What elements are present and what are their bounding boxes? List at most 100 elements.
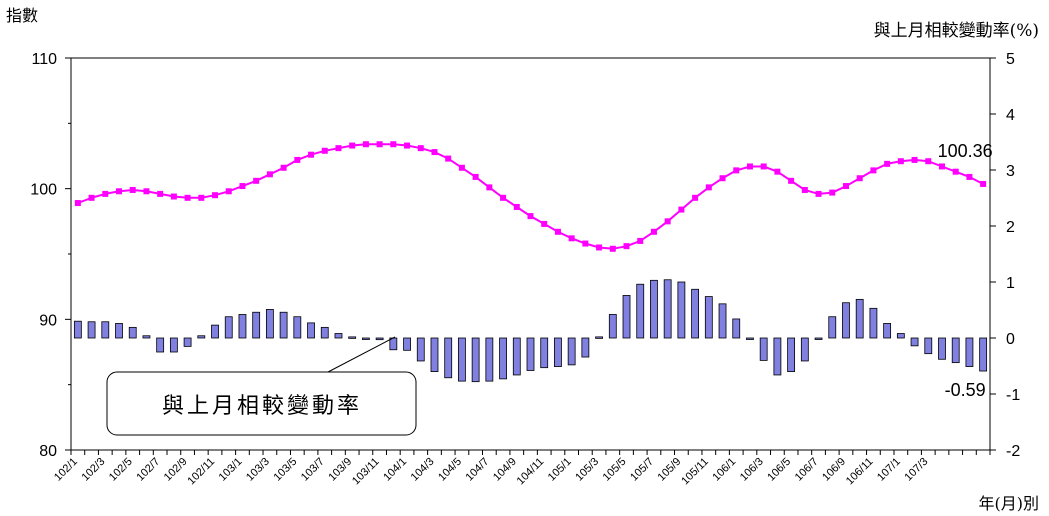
bar: [896, 333, 905, 339]
right-tick-label: 2: [1006, 219, 1015, 236]
line-marker: [266, 171, 273, 178]
right-tick-label: 3: [1006, 163, 1015, 180]
line-marker: [596, 244, 603, 251]
line-marker: [486, 184, 493, 191]
bar: [581, 337, 590, 358]
bar: [444, 337, 453, 379]
line-marker: [143, 188, 150, 195]
bar: [608, 314, 617, 339]
line-marker: [280, 164, 287, 171]
line-marker: [239, 183, 246, 190]
bar: [855, 298, 864, 339]
bar: [622, 295, 631, 339]
left-tick-label: 100: [30, 182, 57, 199]
bar: [595, 336, 603, 339]
bar: [650, 279, 658, 339]
bar: [663, 279, 672, 339]
line-marker: [554, 228, 561, 235]
line-marker: [294, 156, 301, 163]
right-tick-label: 0: [1006, 331, 1015, 348]
line-marker: [692, 194, 699, 201]
line-marker: [678, 206, 685, 213]
line-marker: [664, 218, 671, 225]
bar: [101, 321, 110, 339]
bar: [73, 320, 82, 339]
bar: [211, 324, 219, 339]
x-tick-label: 104/11: [515, 456, 547, 488]
line-marker: [74, 200, 81, 207]
x-tick-label: 104/1: [381, 456, 409, 484]
bar: [499, 337, 507, 380]
line-marker: [431, 149, 438, 156]
line-marker: [774, 168, 781, 175]
right-tick-label: 5: [1006, 51, 1015, 68]
data-label: -0.59: [945, 380, 986, 400]
bar: [924, 337, 933, 355]
line-marker: [582, 240, 589, 247]
x-tick-label: 102/3: [79, 456, 107, 484]
bar: [869, 307, 878, 339]
line-marker: [445, 155, 452, 162]
bar: [567, 337, 576, 366]
line-marker: [390, 141, 397, 148]
line-marker: [527, 213, 534, 220]
bar: [252, 311, 261, 339]
x-tick-label: 103/1: [217, 456, 245, 484]
line-marker: [650, 228, 657, 235]
x-tick-label: 102/5: [107, 456, 135, 484]
x-tick-label: 105/7: [628, 456, 656, 484]
line-marker: [966, 173, 973, 180]
right-tick-label: 1: [1006, 275, 1015, 292]
bar: [403, 337, 411, 351]
bar: [183, 337, 192, 347]
bar: [293, 316, 302, 339]
x-tick-label: 102/7: [134, 456, 162, 484]
line-marker: [623, 243, 630, 250]
line-marker: [980, 180, 987, 187]
bar: [842, 302, 850, 339]
line-marker: [170, 193, 177, 200]
left-axis-title: 指數: [6, 6, 39, 25]
line-marker: [568, 235, 575, 242]
x-unit-label: 年(月)別: [978, 494, 1040, 513]
line-marker: [938, 163, 945, 170]
bar: [430, 337, 439, 372]
bar: [979, 337, 988, 372]
bar: [320, 326, 329, 339]
line-marker: [637, 237, 644, 244]
x-tick-label: 105/11: [679, 456, 711, 488]
left-tick-label: 90: [39, 312, 57, 329]
bar: [732, 318, 741, 339]
bar: [554, 337, 562, 367]
bar: [485, 337, 494, 382]
line-marker: [129, 186, 136, 193]
bar: [773, 337, 782, 376]
line-marker: [116, 188, 123, 195]
bar: [362, 337, 370, 340]
bar: [910, 337, 919, 347]
bar: [224, 316, 233, 339]
line-marker: [417, 145, 424, 152]
bar: [800, 337, 809, 362]
x-tick-label: 106/1: [710, 456, 738, 484]
line-marker: [102, 190, 109, 197]
bar: [197, 335, 206, 339]
x-tick-label: 103/7: [299, 456, 327, 484]
right-tick-label: 4: [1006, 107, 1015, 124]
bar: [787, 337, 796, 372]
bar: [883, 323, 892, 339]
bar: [691, 288, 699, 339]
x-tick-label: 104/5: [436, 456, 464, 484]
line-marker: [801, 186, 808, 193]
x-tick-label: 104/7: [464, 456, 492, 484]
bar: [458, 337, 466, 382]
bar: [965, 337, 974, 367]
line-marker: [500, 194, 507, 201]
right-tick-label: -1: [1006, 387, 1020, 404]
bar: [375, 337, 384, 341]
bar: [636, 283, 645, 339]
line-marker: [719, 175, 726, 182]
x-tick-label: 107/1: [875, 456, 903, 484]
line-marker: [856, 175, 863, 182]
